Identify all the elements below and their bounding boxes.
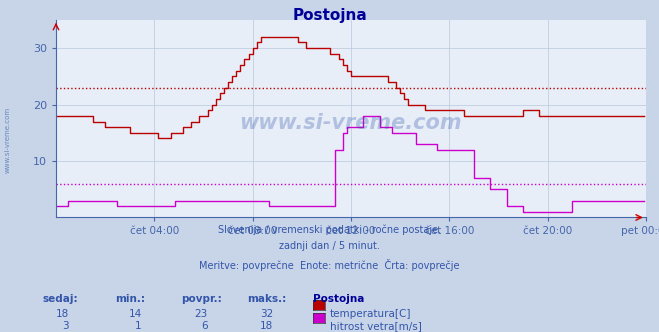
Text: www.si-vreme.com: www.si-vreme.com — [240, 113, 462, 133]
Text: maks.:: maks.: — [247, 294, 287, 304]
Text: 6: 6 — [201, 321, 208, 331]
Text: sedaj:: sedaj: — [43, 294, 78, 304]
Text: povpr.:: povpr.: — [181, 294, 222, 304]
Text: 3: 3 — [63, 321, 69, 331]
Text: min.:: min.: — [115, 294, 146, 304]
Text: 23: 23 — [194, 309, 208, 319]
Text: temperatura[C]: temperatura[C] — [330, 309, 412, 319]
Text: www.si-vreme.com: www.si-vreme.com — [5, 106, 11, 173]
Text: 14: 14 — [129, 309, 142, 319]
Text: 18: 18 — [56, 309, 69, 319]
Text: hitrost vetra[m/s]: hitrost vetra[m/s] — [330, 321, 422, 331]
Text: 18: 18 — [260, 321, 273, 331]
Text: Slovenija / vremenski podatki - ročne postaje.: Slovenija / vremenski podatki - ročne po… — [218, 224, 441, 235]
Text: zadnji dan / 5 minut.: zadnji dan / 5 minut. — [279, 241, 380, 251]
Text: Postojna: Postojna — [292, 8, 367, 23]
Text: Postojna: Postojna — [313, 294, 364, 304]
Text: 1: 1 — [135, 321, 142, 331]
Text: 32: 32 — [260, 309, 273, 319]
Text: Meritve: povprečne  Enote: metrične  Črta: povprečje: Meritve: povprečne Enote: metrične Črta:… — [199, 259, 460, 271]
